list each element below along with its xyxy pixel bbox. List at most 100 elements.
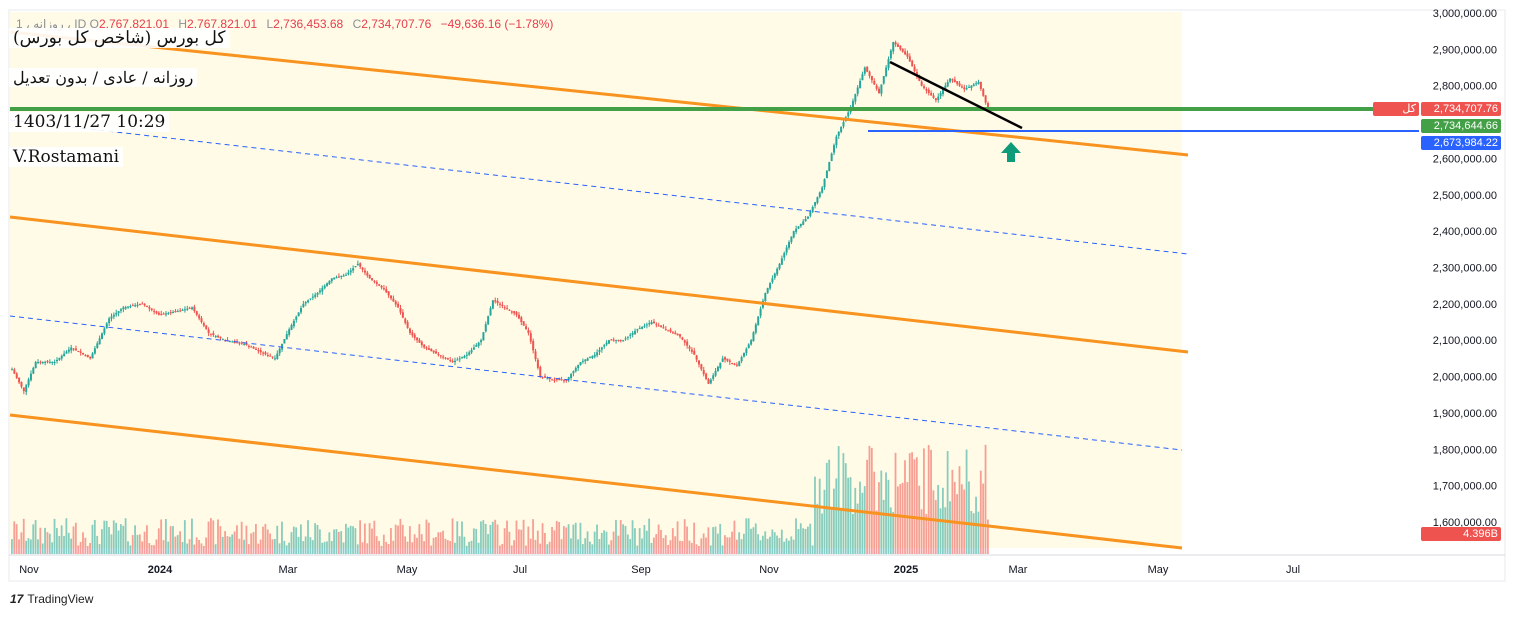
candle-body [169,312,172,314]
candle-body [345,274,348,276]
candle-body [273,358,276,360]
volume-bar [859,481,861,554]
up-arrow-icon[interactable] [1001,142,1021,162]
volume-bar [565,527,568,554]
volume-bar [245,525,248,554]
volume-bar [169,526,172,554]
candle-body [250,346,253,348]
candle-body [953,79,956,83]
tradingview-brand[interactable]: 17 TradingView [10,592,93,606]
candle-body [652,321,655,324]
candle-body [461,357,464,359]
candle-body [835,136,838,146]
candle-body [131,305,134,307]
candle-body [363,270,366,273]
candle-body [799,223,802,227]
candle-body [987,103,989,110]
candle-body [629,334,632,336]
volume-bar [970,511,973,554]
candle-body [143,303,146,306]
volume-bar [695,544,698,554]
candle-body [186,308,189,310]
chart-title-note[interactable]: کل بورس (شاخص کل بورس) [9,28,230,48]
datetime-note[interactable]: 1403/11/27 10:29 [9,112,170,132]
time-tick: May [397,564,418,576]
volume-bar [387,544,390,554]
channel-lower-line[interactable] [9,413,1183,550]
candle-body [420,341,423,346]
candle-body [25,385,28,392]
volume-bar [46,532,49,554]
volume-bar [712,527,715,554]
volume-bar [209,518,212,554]
volume-bar [269,533,272,554]
candle-body [155,311,158,314]
volume-bar [783,541,786,554]
candle-body [41,362,44,364]
candle-body [359,263,362,267]
chart-subtitle-note[interactable]: روزانه / عادی / بدون تعدیل [9,68,198,87]
candle-body [508,309,511,311]
price-axis[interactable]: 3,000,000.00 2,900,000.00 2,800,000.00 2,60… [1433,8,1497,529]
candle-body [46,361,49,363]
candle-body [397,303,400,308]
candle-body [458,358,461,360]
volume-bar [378,540,380,554]
volume-bar [207,521,210,554]
candle-body [638,328,641,330]
volume-bar [58,535,61,554]
candle-body [32,367,35,374]
candle-body [795,228,798,232]
volume-bar [475,528,478,554]
volume-bar [74,522,77,554]
candle-body [856,87,859,94]
candle-body [615,340,618,342]
candle-body [496,300,499,304]
candle-body [487,316,490,325]
candle-body [323,285,326,289]
candle-body [252,346,255,349]
candle-body [626,336,629,338]
volume-bar [733,520,736,554]
volume-bar [546,544,549,554]
candle-body [124,307,127,309]
volume-bar [449,541,452,554]
candle-body [217,335,220,338]
candle-body [728,360,731,363]
candle-body [34,362,37,369]
channel-upper-line[interactable] [9,30,1189,157]
candle-body [480,340,483,343]
candle-body [752,332,755,342]
author-note[interactable]: V.Rostamani [9,147,124,167]
candle-body [821,187,824,193]
volume-bar [124,518,127,554]
candle-body [361,267,364,270]
trendline[interactable] [889,60,1023,130]
candle-body [577,365,580,369]
candle-body [527,330,530,333]
volume-bar [788,540,790,554]
channel-lower-median[interactable] [9,315,1183,451]
volume-bar [172,526,174,554]
candle-body [264,352,267,355]
candle-body [648,323,651,325]
volume-bar [664,535,667,554]
time-tick: May [1148,564,1169,576]
candle-body [586,358,589,361]
channel-middle-line[interactable] [9,215,1189,354]
candle-body [411,332,414,336]
volume-bar [356,544,359,554]
candle-body [975,83,978,85]
candle-body [923,86,926,89]
volume-bar [214,544,217,554]
price-tick: 1,700,000.00 [1433,481,1497,493]
blue-level-pill: 2,673,984.22 [1421,136,1501,150]
time-axis[interactable]: Nov 2024 Mar May Jul Sep Nov 2025 Mar Ma… [19,564,1300,576]
volume-bar [198,539,200,554]
volume-bar [854,487,857,554]
volume-bar [697,545,700,554]
volume-bar [882,499,885,554]
volume-bar [193,544,196,554]
candle-body [951,79,954,81]
